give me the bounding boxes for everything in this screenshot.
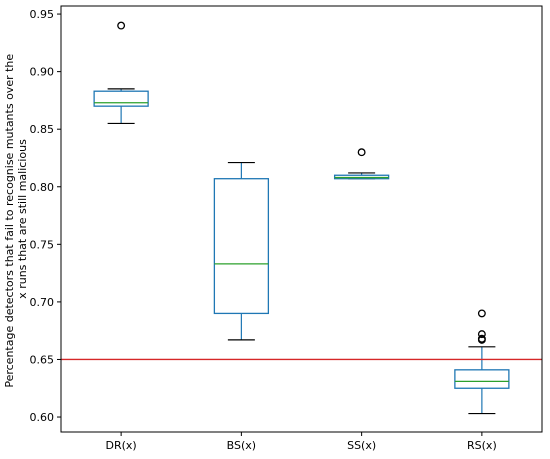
y-tick-label: 0.95 <box>30 8 55 21</box>
y-tick-label: 0.80 <box>30 181 55 194</box>
outlier-point <box>357 148 366 157</box>
y-tick-label: 0.65 <box>30 353 55 366</box>
x-tick-label: BS(x) <box>227 439 256 452</box>
x-tick-label: SS(x) <box>347 439 376 452</box>
axes-frame <box>60 5 543 433</box>
y-axis-label-line-1: Percentage detectors that fail to recogn… <box>3 54 16 388</box>
y-tick-label: 0.90 <box>30 66 55 79</box>
outlier-point <box>117 21 126 30</box>
box-ssx <box>333 148 390 180</box>
x-tick-label: DR(x) <box>106 439 137 452</box>
x-axis-ticks: DR(x) BS(x) SS(x) RS(x) <box>106 432 497 452</box>
iqr-box <box>213 178 270 315</box>
box-bsx <box>213 161 270 341</box>
x-tick-label: RS(x) <box>467 439 497 452</box>
iqr-box <box>93 90 149 107</box>
y-tick-label: 0.70 <box>30 296 55 309</box>
plot-area <box>61 21 542 415</box>
y-axis-label-line-2: x runs that are still malicious <box>16 139 29 299</box>
outlier-point <box>477 334 486 343</box>
outlier-point <box>477 330 486 339</box>
y-axis-label: Percentage detectors that fail to recogn… <box>3 50 29 387</box>
box-drx <box>93 21 149 125</box>
box-rsx <box>454 309 510 415</box>
iqr-box <box>454 369 510 389</box>
y-axis-ticks: 0.60 0.65 0.70 0.75 0.80 0.85 0.90 0.95 <box>30 8 61 424</box>
y-tick-label: 0.85 <box>30 123 55 136</box>
y-tick-label: 0.75 <box>30 238 55 251</box>
outlier-point <box>477 309 486 318</box>
y-tick-label: 0.60 <box>30 411 55 424</box>
